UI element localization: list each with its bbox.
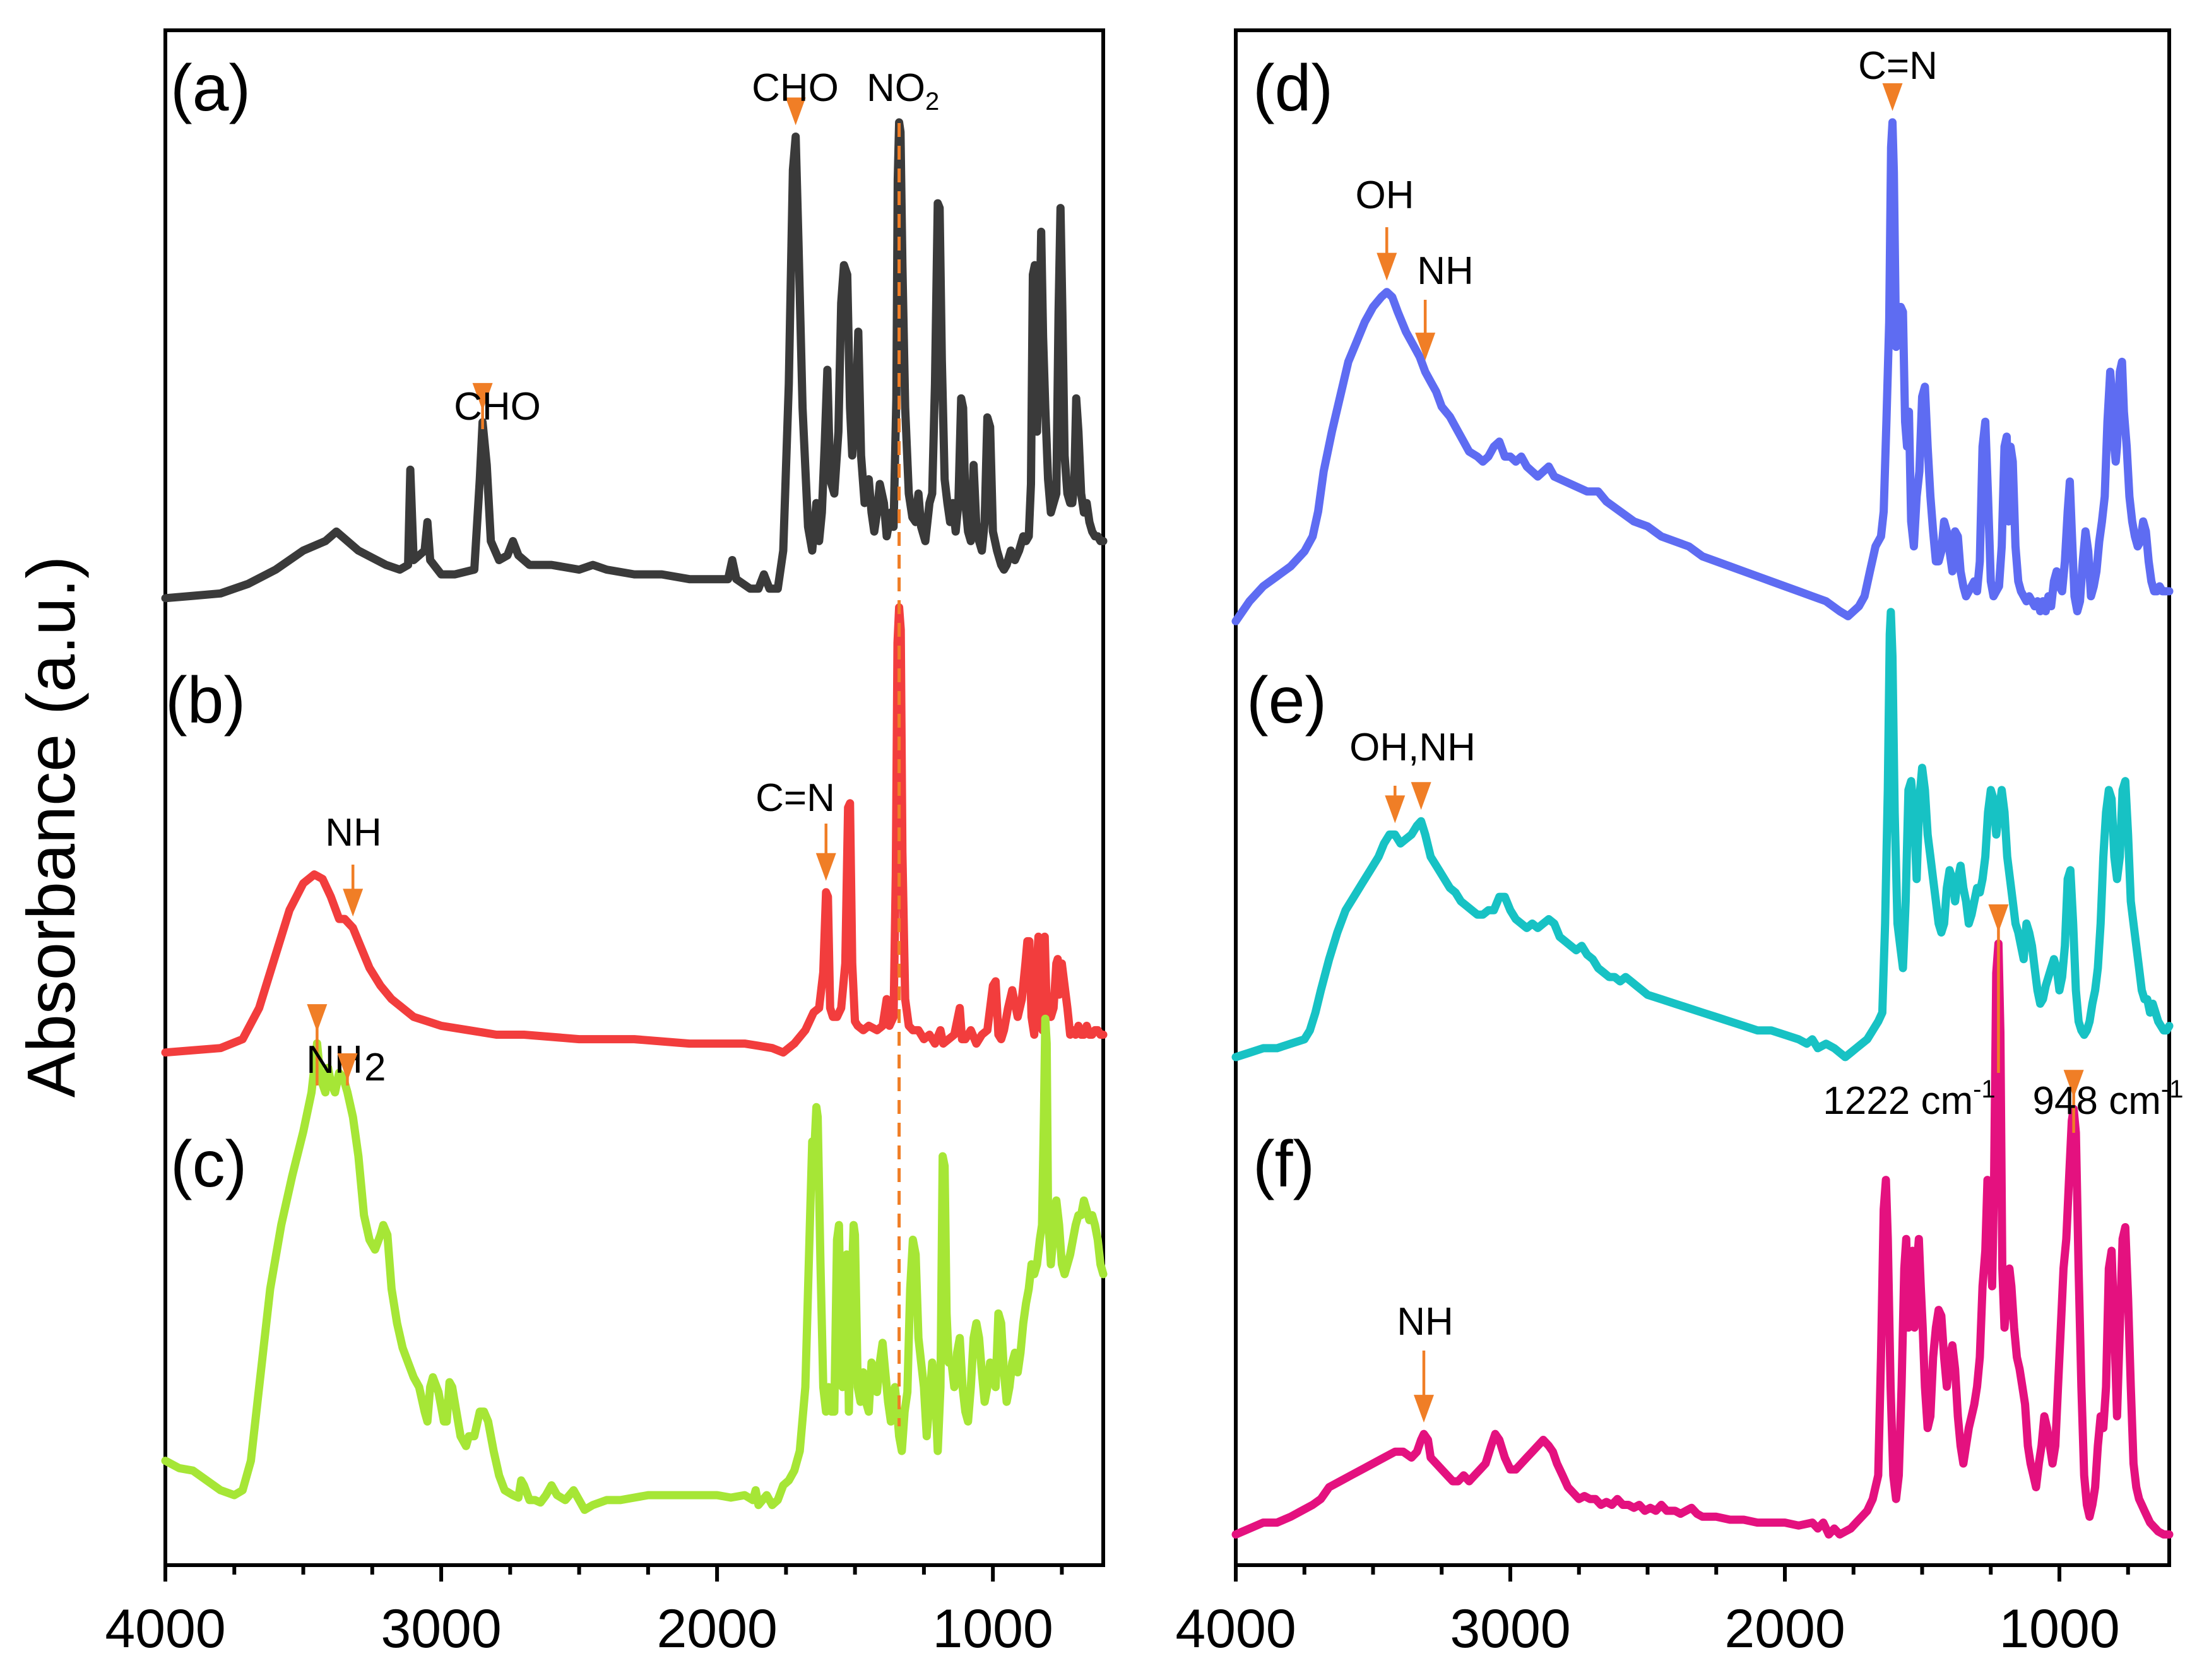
series-d-trace xyxy=(1231,118,2174,625)
series-a-label: (a) xyxy=(170,52,251,125)
x-tick-label: 4000 xyxy=(105,1599,225,1659)
annotation-label: OH,NH xyxy=(1349,726,1476,769)
annotation-arrow-head xyxy=(1415,333,1436,361)
annotation-arrow-head xyxy=(785,97,806,126)
x-tick-label: 1000 xyxy=(933,1599,1053,1659)
x-tick-label: 2000 xyxy=(656,1599,777,1659)
plot-frame-left xyxy=(163,28,1105,1567)
annotation-arrow-head xyxy=(472,382,493,411)
x-tick-label: 3000 xyxy=(381,1599,501,1659)
x-tick-label: 3000 xyxy=(1450,1599,1570,1659)
chart-panel-right: 4000 3000 2000 1000(d)(e)(f)C=NOHNHOH,NHNH1… xyxy=(1175,28,2184,1659)
series-f-label: (f) xyxy=(1253,1128,1315,1201)
annotation-label: NH xyxy=(1397,1300,1454,1344)
annotation-arrow-head xyxy=(1882,83,1903,111)
annotation-label: CHO xyxy=(454,385,541,429)
annotation-arrow-head xyxy=(337,1053,358,1081)
series-e-trace xyxy=(1231,608,2174,1062)
y-axis-label: Absorbance (a.u.) xyxy=(13,556,89,1097)
series-f-trace xyxy=(1231,939,2174,1539)
annotation-label: OH xyxy=(1356,174,1414,217)
no2-label: NO2 xyxy=(867,66,939,115)
annotation-arrow-head xyxy=(343,889,364,917)
annotation-arrow-head xyxy=(1411,782,1431,810)
annotation-arrow-head xyxy=(1377,252,1397,281)
x-tick-label: 4000 xyxy=(1175,1599,1296,1659)
series-d-label: (d) xyxy=(1253,52,1333,125)
x-tick-label: 1000 xyxy=(1999,1599,2119,1659)
annotation-arrow-head xyxy=(1988,904,2009,933)
annotation-arrow-head xyxy=(307,1004,328,1032)
plot-frame-right xyxy=(1234,28,2171,1567)
series-b-trace xyxy=(161,603,1108,1057)
annotation-subscript: 2 xyxy=(364,1046,386,1089)
x-tick-label: 2000 xyxy=(1724,1599,1845,1659)
series-c-trace xyxy=(161,1014,1108,1514)
annotation-label: C=N xyxy=(1858,44,1938,88)
series-a-trace xyxy=(161,118,1108,603)
annotation-arrow-head xyxy=(1385,795,1406,824)
annotation-arrow-head xyxy=(1413,1395,1434,1423)
annotation-label: C=N xyxy=(755,776,835,820)
series-b-label: (b) xyxy=(165,664,246,737)
annotation-label: CHO xyxy=(752,66,839,110)
annotation-label: 1222 cm-1 xyxy=(1823,1075,1995,1123)
annotation-label: NH xyxy=(1417,249,1474,293)
annotation-arrow-head xyxy=(2063,1070,2084,1098)
annotation-label: NH xyxy=(325,811,382,855)
series-e-label: (e) xyxy=(1247,664,1327,737)
annotation-arrow-head xyxy=(815,853,836,881)
series-c-label: (c) xyxy=(170,1128,247,1201)
annotation-label: 948 cm-1 xyxy=(2033,1075,2184,1123)
